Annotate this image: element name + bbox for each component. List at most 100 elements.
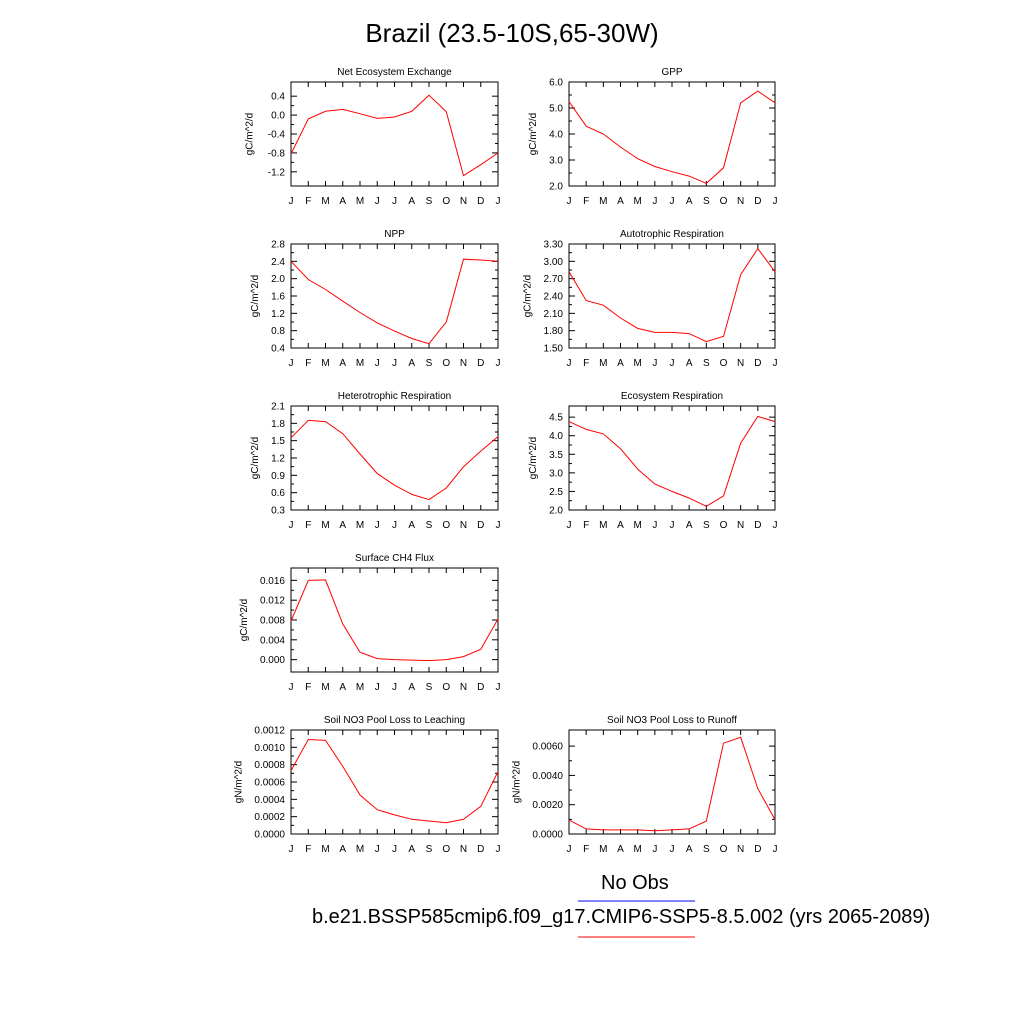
x-tick-label: M: [321, 520, 329, 531]
x-tick-label: M: [356, 358, 364, 369]
plot-frame: [290, 729, 499, 835]
x-tick-label: S: [426, 520, 433, 531]
x-tick-label: A: [339, 196, 346, 207]
x-tick-label: J: [289, 358, 294, 369]
x-tick-label: J: [496, 682, 501, 693]
x-tick-label: O: [720, 520, 728, 531]
x-tick-label: J: [289, 682, 294, 693]
x-tick-label: D: [754, 358, 761, 369]
x-tick-label: M: [321, 196, 329, 207]
y-tick-label: 4.0: [549, 431, 563, 442]
x-tick-label: M: [321, 844, 329, 855]
plot-frame: [568, 405, 776, 511]
y-axis-label: gC/m^2/d: [250, 437, 261, 480]
y-tick-label: 1.2: [271, 309, 285, 320]
y-tick-label: 0.6: [271, 488, 285, 499]
x-tick-label: A: [617, 358, 624, 369]
x-tick-label: A: [617, 520, 624, 531]
series-line: [290, 258, 499, 345]
y-tick-label: 0.0020: [532, 800, 563, 811]
x-tick-label: J: [392, 682, 397, 693]
x-tick-label: A: [339, 844, 346, 855]
x-tick-label: D: [477, 358, 484, 369]
x-tick-label: A: [408, 358, 415, 369]
panel-title: Soil NO3 Pool Loss to Runoff: [607, 715, 737, 726]
x-tick-label: A: [686, 520, 693, 531]
y-tick-label: 1.50: [544, 344, 564, 355]
y-tick-label: 1.8: [271, 419, 285, 430]
x-tick-label: S: [703, 520, 710, 531]
x-tick-label: M: [633, 196, 641, 207]
x-tick-label: J: [289, 520, 294, 531]
series-line: [568, 247, 776, 343]
x-tick-label: F: [583, 196, 589, 207]
x-tick-label: S: [703, 358, 710, 369]
x-tick-label: M: [599, 520, 607, 531]
x-tick-label: O: [442, 682, 450, 693]
panel-title: Ecosystem Respiration: [621, 391, 723, 402]
x-tick-label: J: [567, 844, 572, 855]
y-tick-label: 0.004: [260, 635, 285, 646]
x-tick-label: J: [670, 844, 675, 855]
x-tick-label: S: [426, 682, 433, 693]
x-tick-label: A: [408, 520, 415, 531]
y-tick-label: 0.4: [271, 92, 285, 103]
x-tick-label: N: [460, 844, 467, 855]
x-tick-label: J: [773, 844, 778, 855]
y-tick-label: 2.4: [271, 257, 285, 268]
x-tick-label: J: [496, 196, 501, 207]
x-tick-label: J: [392, 520, 397, 531]
y-tick-label: 0.0006: [254, 778, 285, 789]
y-tick-label: 2.70: [544, 274, 564, 285]
x-tick-label: J: [773, 196, 778, 207]
x-tick-label: A: [686, 358, 693, 369]
plot-frame: [568, 81, 776, 187]
y-tick-label: 0.0012: [254, 726, 285, 737]
panel-title: Heterotrophic Respiration: [338, 391, 451, 402]
y-axis-label: gC/m^2/d: [239, 599, 250, 642]
x-tick-label: J: [652, 196, 657, 207]
x-tick-label: J: [375, 196, 380, 207]
x-tick-label: A: [408, 844, 415, 855]
x-tick-label: D: [754, 520, 761, 531]
x-tick-label: J: [567, 358, 572, 369]
x-tick-label: M: [356, 682, 364, 693]
series-line: [290, 94, 499, 177]
y-axis-label: gN/m^2/d: [511, 761, 522, 804]
x-tick-label: S: [426, 358, 433, 369]
x-tick-label: F: [305, 196, 311, 207]
panel-title: Surface CH4 Flux: [355, 553, 434, 564]
x-tick-label: J: [375, 520, 380, 531]
x-tick-label: J: [289, 196, 294, 207]
x-tick-label: F: [305, 358, 311, 369]
y-tick-label: 2.0: [549, 182, 563, 193]
x-tick-label: J: [652, 358, 657, 369]
x-tick-label: J: [392, 358, 397, 369]
x-tick-label: J: [670, 196, 675, 207]
x-tick-label: A: [617, 196, 624, 207]
x-tick-label: M: [633, 844, 641, 855]
x-tick-label: O: [442, 358, 450, 369]
y-tick-label: 1.5: [271, 436, 285, 447]
y-tick-label: 0.0008: [254, 760, 285, 771]
y-tick-label: 4.5: [549, 413, 563, 424]
x-tick-label: F: [583, 520, 589, 531]
x-tick-label: J: [496, 844, 501, 855]
x-tick-label: O: [720, 196, 728, 207]
panel-title: Autotrophic Respiration: [620, 229, 724, 240]
x-tick-label: F: [583, 358, 589, 369]
x-tick-label: J: [773, 520, 778, 531]
x-tick-label: S: [703, 196, 710, 207]
x-tick-label: N: [460, 682, 467, 693]
x-tick-label: S: [703, 844, 710, 855]
y-tick-label: 0.012: [260, 596, 285, 607]
x-tick-label: D: [477, 682, 484, 693]
x-tick-label: A: [408, 196, 415, 207]
y-tick-label: 0.0: [271, 111, 285, 122]
series-line: [568, 736, 776, 832]
